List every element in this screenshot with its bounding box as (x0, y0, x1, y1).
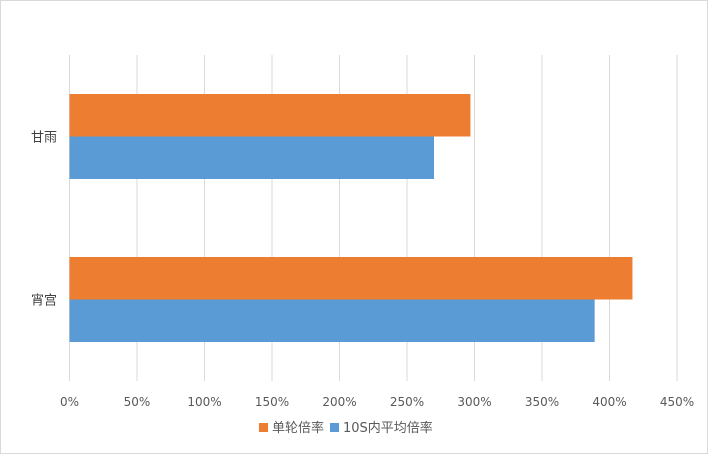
x-tick-label: 300% (457, 395, 491, 409)
bar-avg-10s-0 (69, 136, 434, 179)
bar-avg-10s-1 (69, 299, 595, 342)
x-tick-label: 250% (390, 395, 424, 409)
legend-label: 单轮倍率 (272, 420, 324, 436)
x-tick-label: 0% (60, 395, 79, 409)
x-tick-label: 350% (525, 395, 559, 409)
bar-single-round-0 (69, 94, 471, 137)
bar-single-round-1 (69, 257, 633, 300)
legend-swatch (330, 423, 340, 432)
x-tick-label: 450% (660, 395, 694, 409)
x-tick-label: 200% (322, 395, 356, 409)
x-tick-label: 400% (592, 395, 626, 409)
category-label: 宵宫 (31, 293, 57, 309)
x-tick-label: 100% (187, 395, 221, 409)
category-label: 甘雨 (31, 131, 57, 146)
legend-swatch (259, 423, 268, 432)
x-tick-label: 150% (255, 395, 289, 409)
legend-label: 10S内平均倍率 (343, 420, 433, 436)
x-tick-label: 50% (124, 395, 151, 409)
